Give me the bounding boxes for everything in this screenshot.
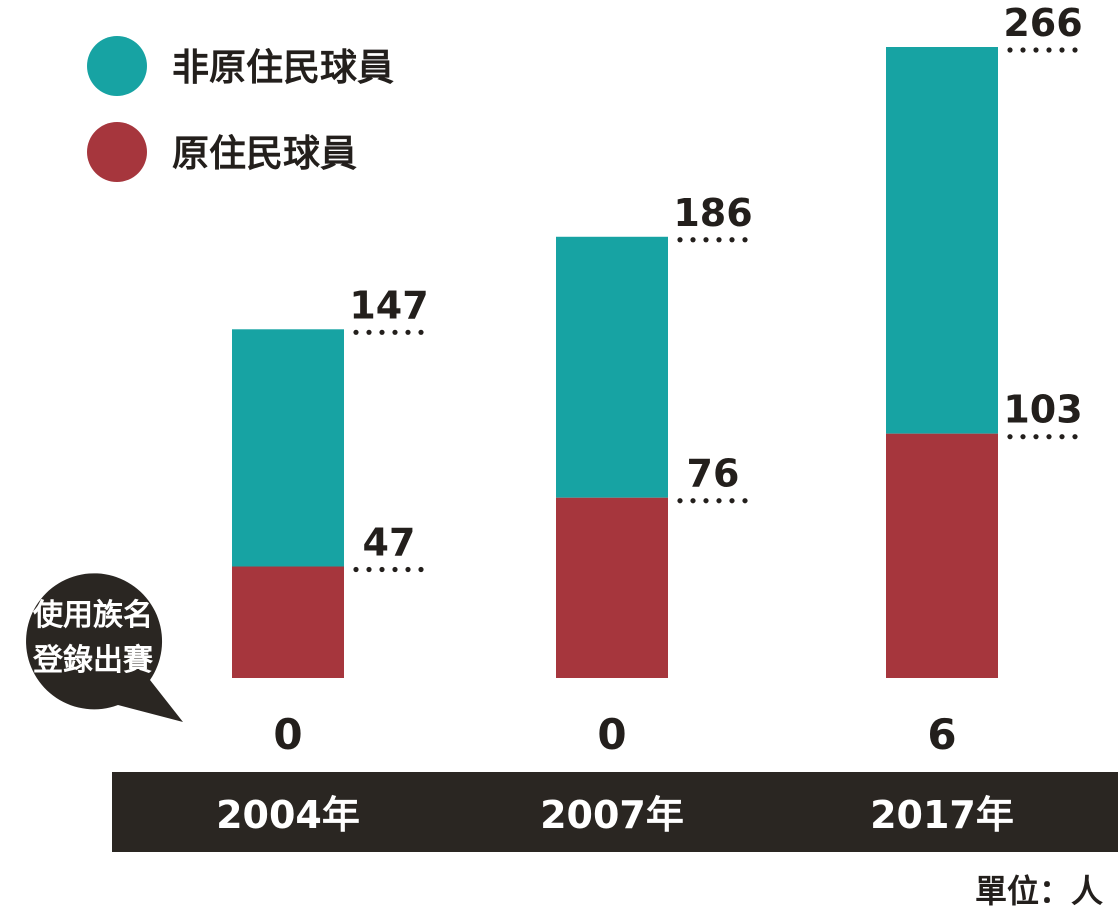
bar-indigenous-0	[232, 566, 344, 678]
name-registered-counts: 0 0 6	[273, 710, 956, 759]
leader-dot	[1020, 434, 1026, 440]
leader-dots-indigenous-1	[677, 498, 748, 504]
legend: 非原住民球員 原住民球員	[87, 36, 394, 182]
leader-dot	[366, 329, 372, 335]
leader-dot	[392, 329, 398, 335]
category-label-1: 2007年	[540, 793, 684, 837]
leader-dot	[405, 329, 411, 335]
data-label-indigenous-1: 76	[687, 452, 740, 496]
leader-dot	[418, 329, 424, 335]
leader-dot	[366, 566, 372, 573]
bar-non-indigenous-2	[886, 47, 998, 434]
category-label-0: 2004年	[216, 793, 360, 837]
category-labels: 2004年 2007年 2017年	[216, 793, 1014, 837]
callout-line-2: 登錄出賽	[32, 643, 154, 678]
name-registered-count-0: 0	[273, 710, 302, 759]
leader-dot	[1046, 47, 1052, 53]
bar-indigenous-2	[886, 433, 998, 678]
leader-dot	[729, 237, 735, 243]
unit-note: 單位：人	[975, 872, 1103, 908]
leader-dot	[1007, 47, 1013, 53]
leader-dot	[1007, 434, 1013, 440]
category-label-2: 2017年	[870, 793, 1014, 837]
leader-dot	[690, 498, 696, 504]
leader-dot	[392, 566, 398, 573]
leader-dots-indigenous-0	[353, 566, 424, 573]
bar-indigenous-1	[556, 497, 668, 678]
leader-dot	[1033, 47, 1039, 53]
leader-dot	[1059, 434, 1065, 440]
callout-shape	[26, 573, 184, 722]
leader-dot	[353, 566, 359, 573]
data-label-indigenous-2: 103	[1003, 388, 1082, 432]
leader-dot	[1072, 47, 1078, 53]
callout-bubble: 使用族名 登錄出賽	[26, 573, 184, 722]
data-label-indigenous-0: 47	[363, 521, 416, 565]
legend-swatch-non-indigenous	[87, 36, 147, 96]
leader-dot	[1020, 47, 1026, 53]
legend-label-non-indigenous: 非原住民球員	[172, 46, 394, 89]
leader-dot	[1059, 47, 1065, 53]
name-registered-count-1: 0	[597, 710, 626, 759]
leader-dot	[742, 237, 748, 243]
leader-dot	[1072, 434, 1078, 440]
leader-dot	[353, 329, 359, 335]
leader-dot	[690, 237, 696, 243]
leader-dots-indigenous-2	[1007, 434, 1078, 440]
leader-dot	[677, 498, 683, 504]
data-label-total-2: 266	[1003, 1, 1082, 45]
leader-dot	[379, 329, 385, 335]
category-band	[112, 772, 1118, 852]
bars-group: 147 47 186 76 266 103	[232, 1, 1083, 678]
data-label-total-1: 186	[673, 191, 752, 235]
leader-dot	[677, 237, 683, 243]
legend-swatch-indigenous	[87, 122, 147, 182]
data-label-total-0: 147	[349, 283, 428, 327]
leader-dot	[742, 498, 748, 504]
leader-dots-total-2	[1007, 47, 1078, 53]
name-registered-count-2: 6	[927, 710, 956, 759]
leader-dot	[379, 566, 385, 573]
callout-line-1: 使用族名	[32, 598, 153, 633]
bar-non-indigenous-1	[556, 236, 668, 498]
legend-label-indigenous: 原住民球員	[172, 132, 357, 175]
leader-dot	[703, 237, 709, 243]
leader-dot	[1033, 434, 1039, 440]
leader-dot	[716, 237, 722, 243]
leader-dot	[716, 498, 722, 504]
leader-dot	[405, 566, 411, 573]
leader-dot	[418, 566, 424, 573]
leader-dot	[703, 498, 709, 504]
bar-non-indigenous-0	[232, 329, 344, 567]
leader-dot	[1046, 434, 1052, 440]
leader-dots-total-1	[677, 237, 748, 243]
leader-dot	[729, 498, 735, 504]
leader-dots-total-0	[353, 329, 424, 335]
